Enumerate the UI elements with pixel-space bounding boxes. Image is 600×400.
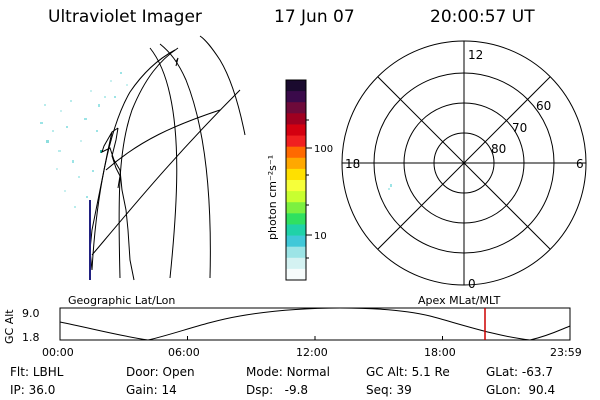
- status-dsp: Dsp: -9.8: [246, 383, 309, 397]
- status-glon: GLon: 90.4: [486, 383, 556, 397]
- orbit-xtick-4: 23:59: [550, 346, 582, 359]
- colorbar-segment: [286, 80, 306, 92]
- grid-line: [199, 35, 246, 136]
- grid-line: [149, 47, 178, 279]
- time-label: 20:00:57 UT: [430, 7, 535, 27]
- status-ip: IP: 36.0: [10, 383, 56, 397]
- instrument-title: Ultraviolet Imager: [48, 7, 202, 27]
- apex-map-label: Apex MLat/MLT: [418, 294, 501, 307]
- colorbar-segment: [286, 180, 306, 192]
- orbit-ytick-low: 1.8: [22, 331, 40, 344]
- orbit-axis-label: GC Alt: [3, 309, 16, 344]
- grid-line: [91, 89, 241, 256]
- mlat-label-80: 80: [491, 142, 506, 156]
- grid-line: [118, 47, 179, 279]
- colorbar-tick-100: 100: [314, 144, 333, 155]
- date-label: 17 Jun 07: [274, 7, 355, 27]
- colorbar-segment: [286, 124, 306, 137]
- status-glat: GLat: -63.7: [486, 365, 553, 379]
- colorbar-tick-10: 10: [314, 231, 327, 242]
- colorbar-segment: [286, 213, 306, 225]
- uv-emission-speckles: [40, 72, 128, 208]
- mlt-label-12: 12: [468, 48, 483, 62]
- colorbar-segment: [286, 224, 306, 237]
- mlat-label-60: 60: [536, 99, 551, 113]
- colorbar-unit-label: photon cm⁻²s⁻¹: [266, 155, 279, 240]
- status-flt: Flt: LBHL: [10, 365, 64, 379]
- altitude-curve: [59, 307, 571, 341]
- orbit-xtick-0: 00:00: [42, 346, 74, 359]
- status-gc-alt: GC Alt: 5.1 Re: [366, 365, 450, 379]
- colorbar-segment: [286, 268, 306, 281]
- mlt-label-18: 18: [345, 157, 360, 171]
- orbit-plot: [59, 307, 571, 341]
- colorbar-segment: [286, 202, 306, 214]
- mlt-label-0: 0: [468, 277, 476, 291]
- colorbar-segment: [286, 235, 306, 248]
- orbit-ytick-high: 9.0: [22, 307, 40, 320]
- status-mode: Mode: Normal: [246, 365, 330, 379]
- polar-dial: [341, 40, 587, 286]
- mlt-label-6: 6: [576, 157, 584, 171]
- colorbar-segment: [286, 168, 306, 181]
- coastline: [175, 57, 179, 67]
- grid-line: [159, 43, 211, 279]
- colorbar-segment: [286, 113, 306, 125]
- mlat-label-70: 70: [512, 121, 527, 135]
- status-door: Door: Open: [126, 365, 195, 379]
- orbit-xtick-3: 18:00: [424, 346, 456, 359]
- colorbar-segment: [286, 191, 306, 203]
- color-bar: 100 10 photon cm⁻²s⁻¹: [266, 79, 333, 281]
- coastline: [89, 127, 135, 281]
- orbit-xtick-2: 12:00: [296, 346, 328, 359]
- colorbar-segment: [286, 146, 306, 159]
- colorbar-segment: [286, 257, 306, 270]
- colorbar-segment: [286, 135, 306, 148]
- colorbar-segment: [286, 91, 306, 103]
- grid-line: [105, 109, 221, 171]
- geographic-map: [40, 35, 246, 281]
- status-gain: Gain: 14: [126, 383, 177, 397]
- orbit-xtick-1: 06:00: [168, 346, 200, 359]
- colorbar-segment: [286, 246, 306, 259]
- status-seq: Seq: 39: [366, 383, 412, 397]
- colorbar-segment: [286, 157, 306, 170]
- colorbar-segment: [286, 102, 306, 114]
- grid-line: [91, 49, 176, 271]
- geographic-map-label: Geographic Lat/Lon: [68, 294, 175, 307]
